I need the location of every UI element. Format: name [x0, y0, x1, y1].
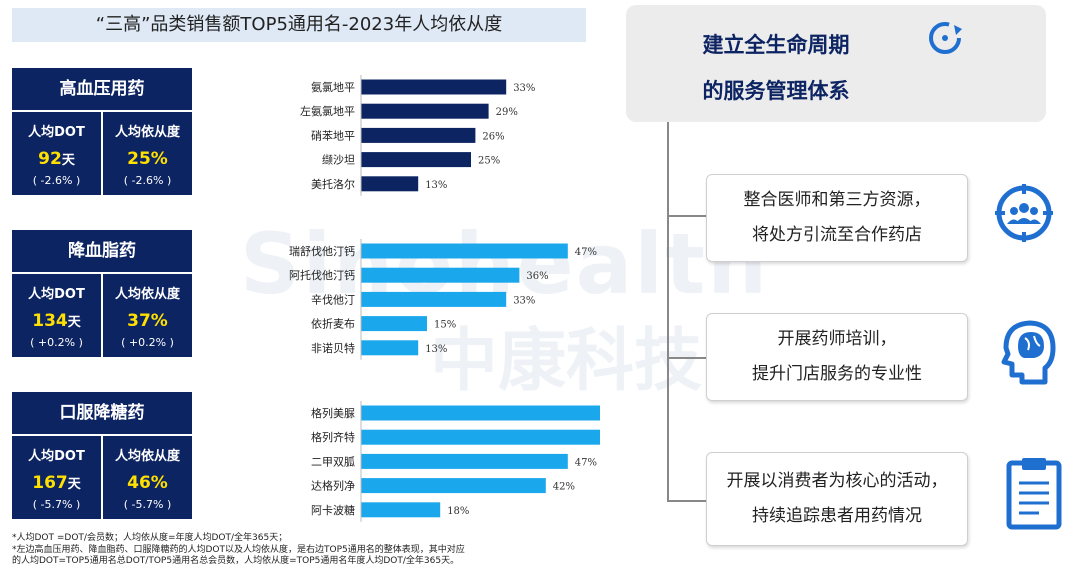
category-label: 依折麦布: [311, 317, 355, 331]
management-item: 开展药师培训， 提升门店服务的专业性: [706, 313, 968, 401]
team-target-icon: [995, 184, 1053, 242]
dep-label: 人均依从度: [114, 125, 180, 140]
value-label: 29%: [496, 107, 518, 118]
bar: [361, 291, 507, 307]
panel-title: 高血压用药: [12, 68, 192, 112]
dot-value: 92天: [38, 149, 75, 169]
dep-change: ( +0.2% ): [121, 336, 174, 349]
dep-value: 25%: [127, 149, 168, 169]
management-item-line2: 持续追踪患者用药情况: [752, 506, 922, 526]
dot-change: ( -2.6% ): [32, 174, 81, 187]
management-item: 整合医师和第三方资源， 将处方引流至合作药店: [706, 174, 968, 262]
dot-label: 人均DOT: [28, 449, 85, 464]
cycle-icon: [929, 22, 962, 54]
panel-lipid: 降血脂药 人均DOT 134天 ( +0.2% ) 人均依从度 37% ( +0…: [12, 230, 192, 357]
category-label: 格列美脲: [311, 406, 355, 420]
value-label: 15%: [434, 320, 456, 331]
bar: [361, 502, 441, 518]
category-label: 阿卡波糖: [311, 503, 355, 517]
category-label: 瑞舒伐他汀钙: [289, 244, 355, 258]
category-label: 硝苯地平: [311, 128, 355, 142]
category-label: 氨氯地平: [311, 80, 355, 94]
bar: [361, 405, 600, 421]
dot-value: 167天: [32, 473, 81, 493]
footnote-line: 的人均DOT=TOP5通用名总DOT/TOP5通用名总会员数，人均依从度=TOP…: [12, 556, 460, 566]
bar: [361, 267, 520, 283]
value-label: 47%: [575, 247, 597, 258]
dot-label: 人均DOT: [28, 287, 85, 302]
tree-branch: [667, 357, 707, 359]
management-item: 开展以消费者为核心的活动， 持续追踪患者用药情况: [706, 452, 968, 546]
category-label: 缬沙坦: [322, 153, 355, 167]
value-label: 33%: [513, 83, 535, 94]
bar: [361, 152, 471, 168]
bar: [361, 243, 568, 259]
dot-value: 134天: [32, 311, 81, 331]
dep-change: ( -5.7% ): [123, 498, 172, 511]
value-label: 47%: [575, 457, 597, 468]
panel-title: 降血脂药: [12, 230, 192, 274]
panel-hypertension: 高血压用药 人均DOT 92天 ( -2.6% ) 人均依从度 25% ( -2…: [12, 68, 192, 195]
bar: [361, 127, 476, 143]
bar: [361, 429, 600, 445]
bar-charts: 氨氯地平 33%左氨氯地平 29%硝苯地平 26%缬沙坦 25%美托洛尔 13%瑞舒伐他汀…: [289, 75, 600, 522]
value-label: 26%: [482, 131, 504, 142]
chart-title: “三高”品类销售额TOP5通用名-2023年人均依从度: [12, 8, 586, 42]
dot-change: ( -5.7% ): [32, 498, 81, 511]
panel-diabetes: 口服降糖药 人均DOT 167天 ( -5.7% ) 人均依从度 46% ( -…: [12, 392, 192, 519]
value-label: 18%: [447, 506, 469, 517]
dep-value: 46%: [127, 473, 168, 493]
bar: [361, 79, 507, 95]
footnote-line: *人均DOT =DOT/会员数；人均依从度=年度人均DOT/全年365天；: [12, 533, 288, 543]
bar-group: 瑞舒伐他汀钙 47% 阿托伐他汀钙 36% 辛伐他汀 33% 依折麦布 15% 非诺贝特 13%: [289, 239, 597, 360]
value-label: 33%: [513, 295, 535, 306]
bar: [361, 340, 419, 356]
management-title-line2: 的服务管理体系: [702, 79, 850, 103]
category-label: 辛伐他汀: [311, 292, 355, 306]
dep-label: 人均依从度: [114, 287, 180, 302]
category-label: 二甲双胍: [311, 454, 355, 468]
value-label: 36%: [526, 271, 548, 282]
clipboard-icon: [1006, 458, 1062, 530]
value-label: 25%: [478, 156, 500, 167]
panel-title: 口服降糖药: [12, 392, 192, 436]
tree-branch: [667, 500, 707, 502]
dot-change: ( +0.2% ): [30, 336, 83, 349]
bar: [361, 103, 489, 119]
dot-label: 人均DOT: [28, 125, 85, 140]
dep-change: ( -2.6% ): [123, 174, 172, 187]
management-item-line1: 整合医师和第三方资源，: [743, 190, 931, 210]
management-item-line2: 提升门店服务的专业性: [752, 364, 922, 384]
dep-label: 人均依从度: [114, 449, 180, 464]
value-label: 42%: [553, 482, 575, 493]
category-label: 格列齐特: [311, 430, 355, 444]
management-item-line2: 将处方引流至合作药店: [752, 225, 922, 245]
management-item-line1: 开展以消费者为核心的活动，: [726, 471, 948, 491]
tree-trunk: [667, 122, 669, 500]
watermark-cn: 中康科技: [430, 322, 703, 401]
category-label: 达格列净: [311, 479, 355, 493]
bar: [361, 453, 568, 469]
management-header: 建立全生命周期 的服务管理体系: [626, 5, 1046, 122]
footnote: *人均DOT =DOT/会员数；人均依从度=年度人均DOT/全年365天； *左…: [12, 533, 612, 568]
bar-group: 氨氯地平 33% 左氨氯地平 29% 硝苯地平 26% 缬沙坦 25% 美托洛尔 13%: [300, 75, 535, 196]
value-label: 13%: [425, 344, 447, 355]
tree-branch: [667, 215, 707, 217]
category-label: 美托洛尔: [311, 177, 355, 191]
category-label: 左氨氯地平: [300, 104, 355, 118]
management-title-line1: 建立全生命周期: [702, 33, 850, 57]
brain-head-icon: [1001, 320, 1056, 385]
category-label: 阿托伐他汀钙: [289, 268, 355, 282]
management-item-line1: 开展药师培训，: [777, 329, 897, 349]
bar: [361, 478, 546, 494]
bar: [361, 176, 419, 192]
category-label: 非诺贝特: [311, 341, 355, 355]
footnote-line: *左边高血压用药、降血脂药、口服降糖药的人均DOT以及人均依从度，是右边TOP5…: [12, 544, 465, 555]
bar: [361, 316, 427, 332]
dep-value: 37%: [127, 311, 168, 331]
value-label: 13%: [425, 180, 447, 191]
